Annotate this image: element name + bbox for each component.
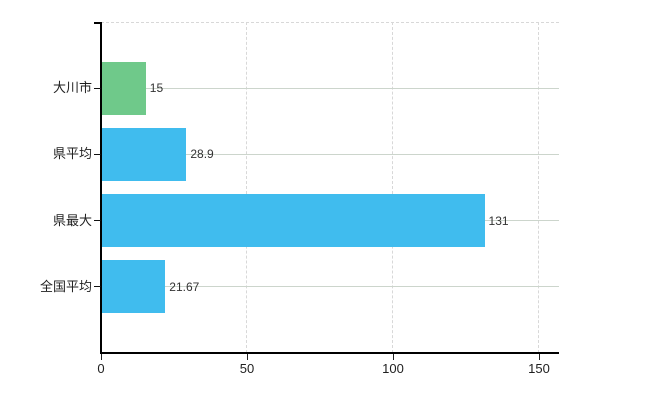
category-label: 県最大 bbox=[52, 212, 92, 228]
x-axis-tick-label: 150 bbox=[528, 361, 550, 376]
v-gridline bbox=[392, 22, 393, 353]
x-axis-tick-label: 50 bbox=[239, 361, 255, 376]
plot-area bbox=[101, 22, 559, 353]
y-axis-tick bbox=[94, 220, 101, 222]
category-label: 大川市 bbox=[52, 80, 92, 96]
y-axis-tick bbox=[94, 286, 101, 288]
x-axis-tick-label: 0 bbox=[97, 361, 105, 376]
bar-value-label: 21.67 bbox=[169, 279, 200, 294]
category-label: 全国平均 bbox=[39, 278, 92, 294]
h-gridline bbox=[101, 87, 559, 89]
y-axis-tick bbox=[94, 153, 101, 155]
x-axis-tick bbox=[539, 354, 540, 360]
y-axis-line bbox=[100, 22, 102, 353]
y-axis-tick bbox=[94, 87, 101, 89]
bar-value-label: 131 bbox=[488, 213, 509, 228]
category-label: 県平均 bbox=[52, 146, 92, 162]
bar-3 bbox=[102, 260, 166, 314]
v-gridline bbox=[538, 22, 539, 353]
y-axis-top-tick bbox=[94, 22, 101, 24]
bar-value-label: 28.9 bbox=[190, 147, 214, 162]
x-axis-line bbox=[100, 352, 559, 354]
x-axis-tick bbox=[247, 354, 248, 360]
h-gridline bbox=[101, 153, 559, 155]
x-axis-tick-label: 100 bbox=[382, 361, 404, 376]
bar-0 bbox=[102, 61, 146, 115]
bar-2 bbox=[102, 194, 485, 248]
x-axis-tick bbox=[101, 354, 102, 360]
bar-value-label: 15 bbox=[149, 81, 164, 96]
bar-1 bbox=[102, 127, 187, 181]
v-gridline bbox=[246, 22, 247, 353]
x-axis-tick bbox=[393, 354, 394, 360]
h-gridline bbox=[101, 286, 559, 288]
